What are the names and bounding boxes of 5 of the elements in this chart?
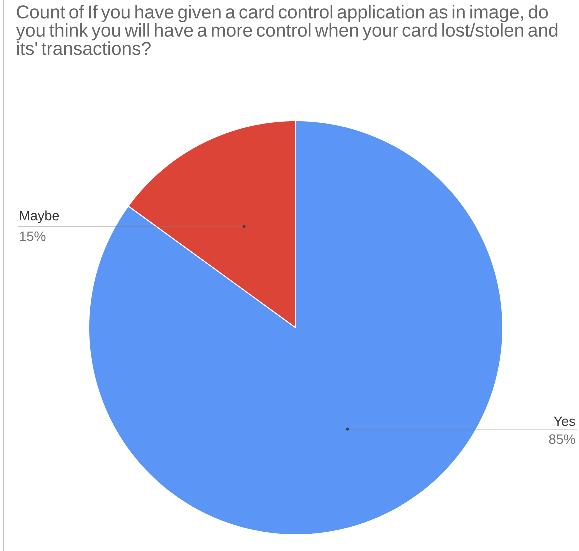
data-label: 85% bbox=[549, 434, 576, 444]
data-label: 15% bbox=[20, 232, 46, 242]
slice-label: Maybe bbox=[20, 210, 60, 224]
slice-label: Yes bbox=[554, 416, 576, 426]
chart-title: Count of If you have given a card control application as in image, do you think you will have a more control when your card lost/stolen and its' transactions? bbox=[16, 5, 558, 56]
